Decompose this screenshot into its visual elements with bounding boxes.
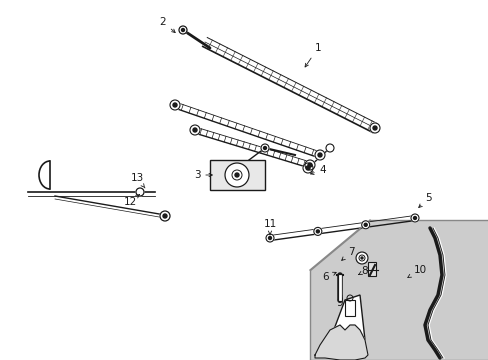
- Text: 4: 4: [310, 165, 325, 175]
- Circle shape: [317, 153, 321, 157]
- Circle shape: [307, 163, 311, 167]
- Circle shape: [263, 147, 266, 149]
- Text: 5: 5: [418, 193, 431, 207]
- Text: 12: 12: [123, 194, 139, 207]
- Text: 1: 1: [305, 43, 321, 67]
- Bar: [367, 262, 375, 276]
- Circle shape: [372, 126, 376, 130]
- Text: 3: 3: [193, 170, 212, 180]
- Circle shape: [355, 252, 367, 264]
- Circle shape: [163, 214, 167, 218]
- Circle shape: [314, 150, 325, 160]
- Circle shape: [136, 188, 143, 196]
- Circle shape: [305, 160, 314, 170]
- Circle shape: [193, 128, 197, 132]
- Text: 13: 13: [130, 173, 144, 188]
- Text: 2: 2: [160, 17, 175, 32]
- Text: 11: 11: [263, 219, 276, 235]
- Circle shape: [224, 163, 248, 187]
- Text: 10: 10: [407, 265, 426, 278]
- Polygon shape: [329, 295, 364, 340]
- Circle shape: [364, 223, 366, 226]
- Circle shape: [181, 28, 184, 31]
- Text: 7: 7: [341, 247, 354, 260]
- Circle shape: [160, 211, 170, 221]
- Polygon shape: [314, 325, 367, 360]
- Text: 8: 8: [358, 266, 367, 276]
- Circle shape: [265, 234, 273, 242]
- Circle shape: [179, 26, 186, 34]
- Bar: [209, 160, 264, 190]
- Text: 9: 9: [336, 295, 343, 308]
- Circle shape: [268, 237, 271, 239]
- Circle shape: [235, 173, 239, 177]
- Circle shape: [313, 228, 321, 235]
- Circle shape: [325, 144, 333, 152]
- Circle shape: [413, 216, 416, 220]
- Circle shape: [190, 125, 200, 135]
- Circle shape: [360, 257, 362, 259]
- Circle shape: [261, 144, 268, 152]
- Circle shape: [173, 103, 177, 107]
- Circle shape: [305, 166, 309, 170]
- Circle shape: [410, 214, 418, 222]
- Circle shape: [361, 221, 369, 229]
- Circle shape: [369, 123, 379, 133]
- Polygon shape: [309, 220, 488, 360]
- Circle shape: [316, 230, 319, 233]
- Circle shape: [170, 100, 180, 110]
- Text: 6: 6: [322, 272, 335, 282]
- Bar: [345, 300, 354, 316]
- Circle shape: [303, 163, 312, 173]
